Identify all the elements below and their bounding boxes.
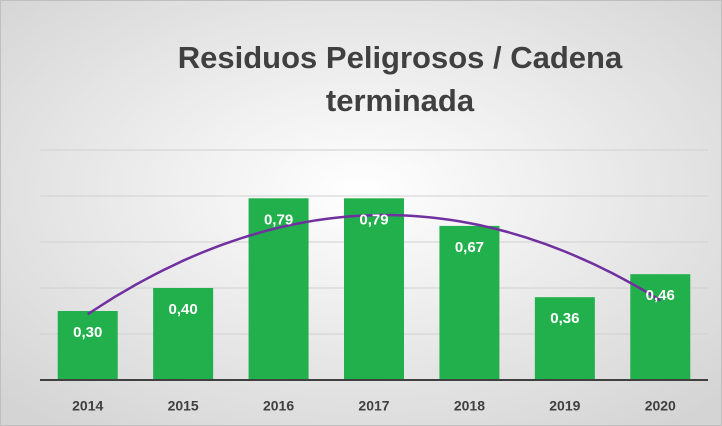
data-label: 0,67 [455, 239, 484, 256]
bar [57, 311, 118, 380]
bar [630, 274, 691, 380]
data-label: 0,36 [550, 310, 579, 327]
bar [153, 288, 214, 380]
x-tick-label: 2018 [454, 398, 485, 414]
x-tick-label: 2017 [358, 398, 389, 414]
data-label: 0,30 [73, 324, 102, 341]
data-label: 0,40 [169, 301, 198, 318]
x-tick-label: 2014 [72, 398, 103, 414]
x-tick-label: 2019 [549, 398, 580, 414]
bar [439, 225, 500, 380]
data-label: 0,46 [646, 287, 675, 304]
bar [534, 297, 595, 380]
data-label: 0,79 [359, 211, 388, 228]
bar [344, 198, 404, 380]
data-label: 0,79 [264, 211, 293, 228]
chart-title: Residuos Peligrosos / Cadena [178, 40, 623, 75]
trendline [87, 213, 661, 316]
x-tick-label: 2016 [263, 398, 294, 414]
x-tick-label: 2020 [645, 398, 676, 414]
x-tick-label: 2015 [168, 398, 199, 414]
chart-title: terminada [326, 83, 475, 118]
